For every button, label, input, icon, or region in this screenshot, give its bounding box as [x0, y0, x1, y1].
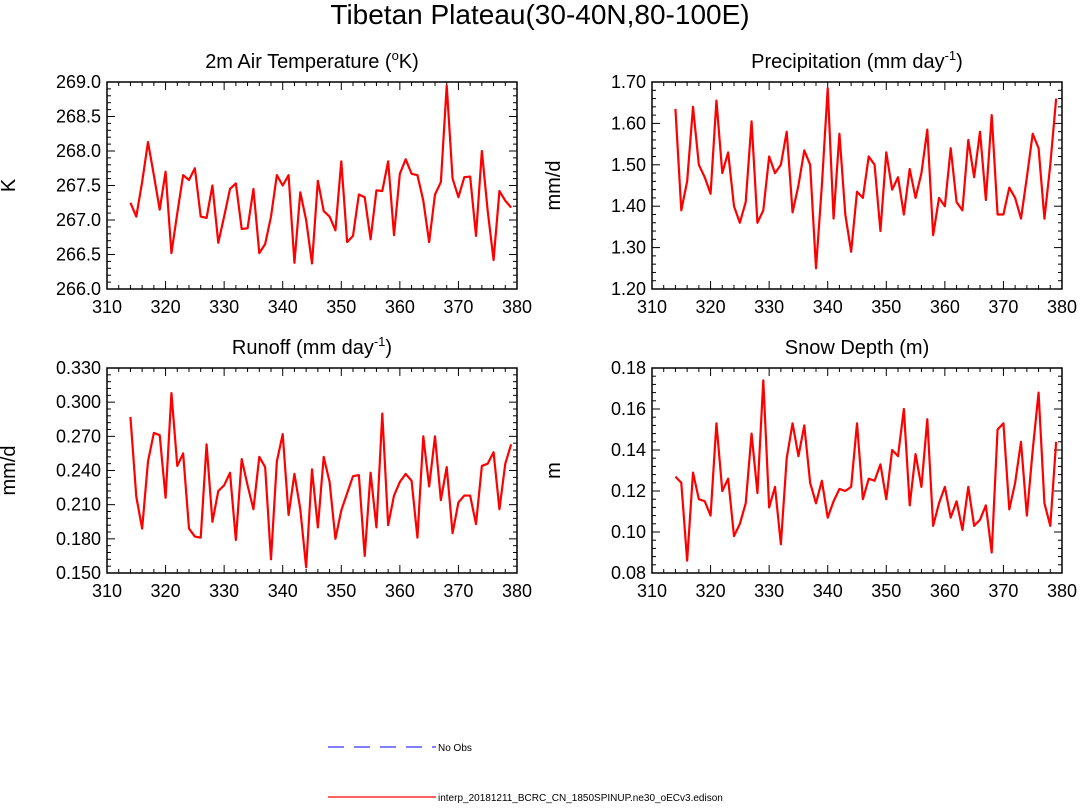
y-tick-label: 266.5 — [56, 245, 101, 265]
x-tick-label: 380 — [502, 581, 532, 601]
plot-frame — [651, 367, 1063, 574]
panel-title: Precipitation (mm day-1) — [751, 48, 963, 73]
x-tick-label: 320 — [151, 581, 181, 601]
y-tick-label: 0.270 — [56, 426, 101, 446]
x-tick-label: 310 — [92, 297, 122, 317]
panel-title-superscript: o — [392, 48, 399, 63]
y-tick-label: 0.150 — [56, 563, 101, 583]
x-tick-label: 320 — [696, 297, 726, 317]
x-tick-label: 380 — [1047, 297, 1077, 317]
series-line — [674, 379, 1058, 562]
x-tick-label: 310 — [637, 581, 667, 601]
panel-title-superscript: -1 — [374, 334, 386, 349]
y-tick-label: 1.70 — [611, 72, 646, 92]
x-tick-label: 350 — [871, 297, 901, 317]
x-tick-label: 360 — [385, 581, 415, 601]
y-tick-label: 0.10 — [611, 522, 646, 542]
x-tick-label: 310 — [92, 581, 122, 601]
y-tick-label: 0.240 — [56, 461, 101, 481]
panel-title-main: Precipitation (mm day — [751, 51, 944, 73]
x-tick-label: 370 — [988, 297, 1018, 317]
y-tick-label: 0.180 — [56, 529, 101, 549]
y-tick-label: 268.0 — [56, 141, 101, 161]
x-tick-label: 330 — [209, 297, 239, 317]
y-tick-label: 0.12 — [611, 481, 646, 501]
x-tick-label: 370 — [443, 581, 473, 601]
y-tick-label: 0.210 — [56, 495, 101, 515]
panel-title: Snow Depth (m) — [785, 337, 930, 359]
x-tick-label: 350 — [326, 297, 356, 317]
y-tick-label: 1.60 — [611, 113, 646, 133]
y-tick-label: 1.40 — [611, 196, 646, 216]
panel-title-end: ) — [956, 51, 963, 73]
panel-title-end: ) — [385, 337, 392, 359]
series-line — [129, 84, 512, 265]
y-tick-label: 0.14 — [611, 440, 646, 460]
x-tick-label: 330 — [209, 581, 239, 601]
x-tick-label: 350 — [871, 581, 901, 601]
x-tick-label: 350 — [326, 581, 356, 601]
series-line — [129, 391, 513, 569]
y-tick-label: 266.0 — [56, 279, 101, 299]
x-tick-label: 340 — [813, 581, 843, 601]
panel-2: Precipitation (mm day-1) 310 320 330 340 350 3… — [543, 48, 1077, 317]
x-tick-label: 320 — [696, 581, 726, 601]
legend-label: No Obs — [438, 743, 472, 754]
y-tick-label: 0.08 — [611, 563, 646, 583]
y-tick-label: 267.5 — [56, 176, 101, 196]
panel-title-end: K) — [399, 51, 419, 73]
plot-frame — [651, 81, 1063, 290]
y-tick-label: 1.50 — [611, 155, 646, 175]
y-tick-label: 0.330 — [56, 358, 101, 378]
x-tick-label: 320 — [151, 297, 181, 317]
y-tick-label: 0.16 — [611, 399, 646, 419]
x-tick-label: 340 — [268, 297, 298, 317]
x-tick-label: 360 — [930, 581, 960, 601]
y-tick-label: 1.30 — [611, 238, 646, 258]
legend: No Obs interp_20181211_BCRC_CN_1850SPINUP… — [328, 743, 723, 804]
y-axis-label: K — [0, 178, 20, 192]
y-tick-label: 1.20 — [611, 279, 646, 299]
panel-title-main: Snow Depth (m) — [785, 337, 930, 359]
panel-3: Runoff (mm day-1) 310 320 330 340 350 360 370 38… — [0, 334, 532, 601]
y-axis-label: mm/d — [0, 446, 20, 496]
y-tick-label: 0.18 — [611, 358, 646, 378]
legend-label: interp_20181211_BCRC_CN_1850SPINUP.ne30_… — [438, 793, 723, 804]
panel-title: 2m Air Temperature (oK) — [205, 48, 419, 73]
panel-4: Snow Depth (m) 310 320 330 340 350 360 370 380 0.… — [543, 337, 1077, 601]
panel-title: Runoff (mm day-1) — [232, 334, 392, 359]
y-tick-label: 269.0 — [56, 72, 101, 92]
x-tick-label: 370 — [443, 297, 473, 317]
x-tick-label: 330 — [754, 581, 784, 601]
x-tick-label: 370 — [988, 581, 1018, 601]
x-tick-label: 340 — [813, 297, 843, 317]
x-tick-label: 360 — [930, 297, 960, 317]
x-tick-label: 360 — [385, 297, 415, 317]
x-tick-label: 310 — [637, 297, 667, 317]
y-axis-label: m — [543, 462, 565, 479]
panel-1: 2m Air Temperature (oK) 310 320 330 340 350 36… — [0, 48, 532, 317]
x-tick-label: 380 — [1047, 581, 1077, 601]
panel-title-main: Runoff (mm day — [232, 337, 374, 359]
x-tick-label: 330 — [754, 297, 784, 317]
panel-title-main: 2m Air Temperature ( — [205, 51, 392, 73]
series-line — [674, 87, 1058, 270]
figure-title: Tibetan Plateau(30-40N,80-100E) — [330, 0, 749, 30]
y-tick-label: 268.5 — [56, 107, 101, 127]
y-axis-label: mm/d — [543, 161, 565, 211]
y-tick-label: 267.0 — [56, 210, 101, 230]
panel-title-superscript: -1 — [945, 48, 957, 63]
y-tick-label: 0.300 — [56, 392, 101, 412]
x-tick-label: 340 — [268, 581, 298, 601]
x-tick-label: 380 — [502, 297, 532, 317]
